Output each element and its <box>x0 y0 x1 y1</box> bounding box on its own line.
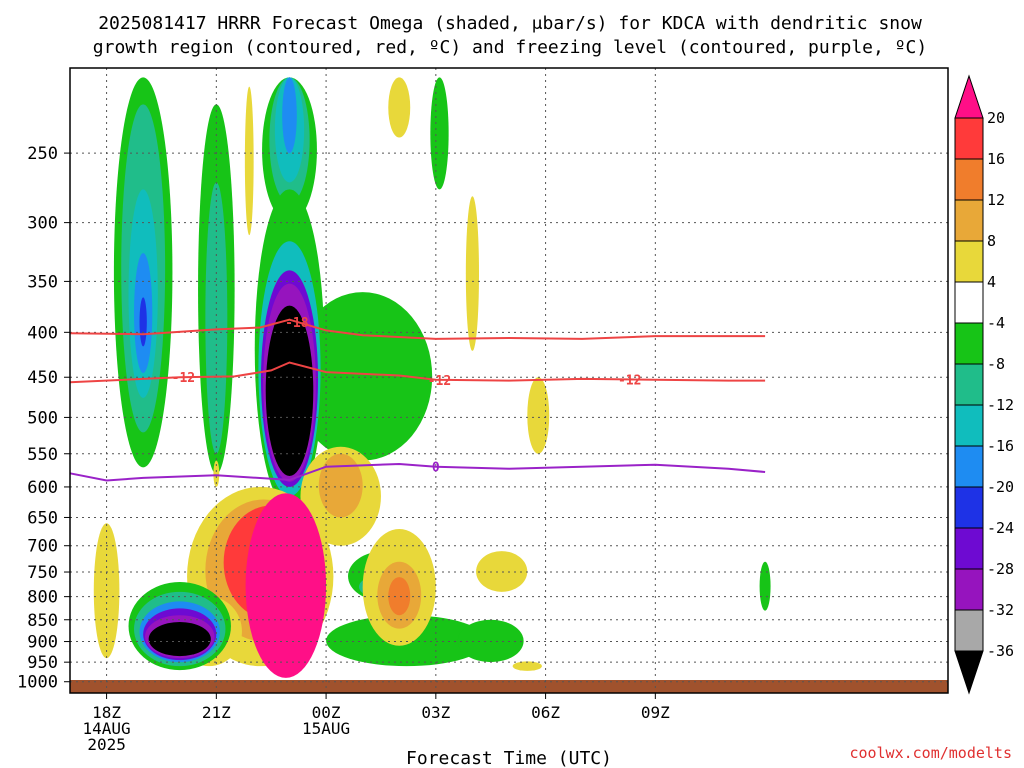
y-axis: 2503003504004505005506006507007508008509… <box>17 144 70 693</box>
yellow-right-low <box>476 551 528 592</box>
y-tick-label-600: 600 <box>27 478 58 498</box>
yellow-far-low <box>512 661 542 671</box>
chart-title-line2: growth region (contoured, red, ºC) and f… <box>93 37 927 58</box>
y-tick-label-400: 400 <box>27 323 58 343</box>
colorbar-box-9 <box>954 486 984 529</box>
colorbar-box-3 <box>954 240 984 283</box>
x-tick-label-6-0: 00Z <box>312 703 341 722</box>
plot-frame <box>69 67 949 694</box>
y-tick-label-550: 550 <box>27 445 58 465</box>
colorbar-box-0 <box>954 117 984 160</box>
low-magenta-core <box>245 493 327 678</box>
colorbar-box-11 <box>954 568 984 611</box>
blob-upper-left-core <box>139 297 147 347</box>
colorbar-label-10: -24 <box>987 519 1014 537</box>
colorbar-label-2: 12 <box>987 191 1005 209</box>
x-tick-label-0-2: 2025 <box>87 735 126 754</box>
colorbar-label-13: -36 <box>987 642 1014 660</box>
colorbar-label-5: -4 <box>987 314 1005 332</box>
y-tick-label-700: 700 <box>27 537 58 557</box>
green-upper-right <box>430 77 449 190</box>
dendritic-18-label-0: -18 <box>285 316 309 331</box>
yellow-tiny <box>213 460 220 487</box>
colorbar-box-5 <box>954 322 984 365</box>
y-tick-label-300: 300 <box>27 214 58 234</box>
y-tick-label-800: 800 <box>27 588 58 608</box>
y-tick-label-950: 950 <box>27 653 58 673</box>
low-right-red <box>388 577 411 616</box>
dendritic-18-line <box>69 318 766 340</box>
colorbar: 20 16 12 8 4 -4 -8 -12 -16 -20 -24 -28 -32 -36 <box>954 74 1014 695</box>
colorbar-label-8: -16 <box>987 437 1014 455</box>
y-tick-label-750: 750 <box>27 563 58 583</box>
y-tick-label-850: 850 <box>27 611 58 631</box>
green-edge <box>759 561 771 611</box>
colorbar-label-9: -20 <box>987 478 1014 496</box>
core-mid-black <box>265 305 314 476</box>
colorbar-box-10 <box>954 527 984 570</box>
y-tick-label-450: 450 <box>27 368 58 388</box>
colorbar-label-0: 20 <box>987 109 1005 127</box>
x-tick-label-0-1: 14AUG <box>82 719 130 738</box>
x-tick-label-3-0: 21Z <box>202 703 231 722</box>
x-tick-label-0-0: 18Z <box>92 703 121 722</box>
colorbar-box-6 <box>954 363 984 406</box>
y-tick-label-1000: 1000 <box>17 673 58 693</box>
colorbar-label-1: 16 <box>987 150 1005 168</box>
x-tick-label-12-0: 06Z <box>531 703 560 722</box>
yellow-right-mid <box>527 377 550 454</box>
freezing-level-line <box>69 462 766 482</box>
colorbar-box-4 <box>954 281 984 324</box>
y-tick-label-500: 500 <box>27 408 58 428</box>
yellow-right-tall <box>465 196 480 351</box>
colorbar-label-7: -12 <box>987 396 1014 414</box>
contour-lines: -18 -12 -12 -12 0 <box>69 316 766 482</box>
colorbar-box-7 <box>954 404 984 447</box>
colorbar-box-2 <box>954 199 984 242</box>
colorbar-top-arrow <box>954 74 984 119</box>
chart-title-line1: 2025081417 HRRR Forecast Omega (shaded, … <box>98 13 922 34</box>
green-right-low <box>457 619 524 663</box>
x-axis-label: Forecast Time (UTC) <box>406 748 612 768</box>
mid-orange <box>318 453 363 518</box>
colorbar-label-12: -32 <box>987 601 1014 619</box>
colorbar-box-1 <box>954 158 984 201</box>
colorbar-label-11: -28 <box>987 560 1014 578</box>
colorbar-label-6: -8 <box>987 355 1005 373</box>
column-21z-teal <box>205 182 228 454</box>
y-tick-label-900: 900 <box>27 633 58 653</box>
colorbar-box-12 <box>954 609 984 652</box>
omega-shading <box>93 77 771 678</box>
x-tick-label-9-0: 03Z <box>421 703 450 722</box>
y-tick-label-250: 250 <box>27 144 58 164</box>
column-top-blue <box>282 77 297 154</box>
y-tick-label-650: 650 <box>27 508 58 528</box>
watermark: coolwx.com/modelts <box>849 744 1012 762</box>
x-tick-label-15-0: 09Z <box>641 703 670 722</box>
x-tick-label-6-1: 15AUG <box>302 719 350 738</box>
colorbar-label-3: 8 <box>987 232 996 250</box>
colorbar-box-8 <box>954 445 984 488</box>
dendritic-12-label-1: -12 <box>428 374 451 389</box>
y-tick-label-350: 350 <box>27 272 58 292</box>
yellow-upper-1 <box>388 77 411 138</box>
tongue-green <box>293 292 433 461</box>
freezing-level-label-0: 0 <box>432 461 440 476</box>
dendritic-12-label-2: -12 <box>618 373 641 388</box>
dendritic-12-line <box>69 361 766 384</box>
ground-surface <box>70 680 948 693</box>
colorbar-bottom-arrow <box>954 650 984 695</box>
colorbar-label-4: 4 <box>987 273 996 291</box>
low-left-black <box>148 621 211 657</box>
plot-area: -18 -12 -12 -12 0 <box>69 67 949 694</box>
yellow-upper-2 <box>244 86 254 236</box>
dendritic-12-label-0: -12 <box>172 371 195 386</box>
